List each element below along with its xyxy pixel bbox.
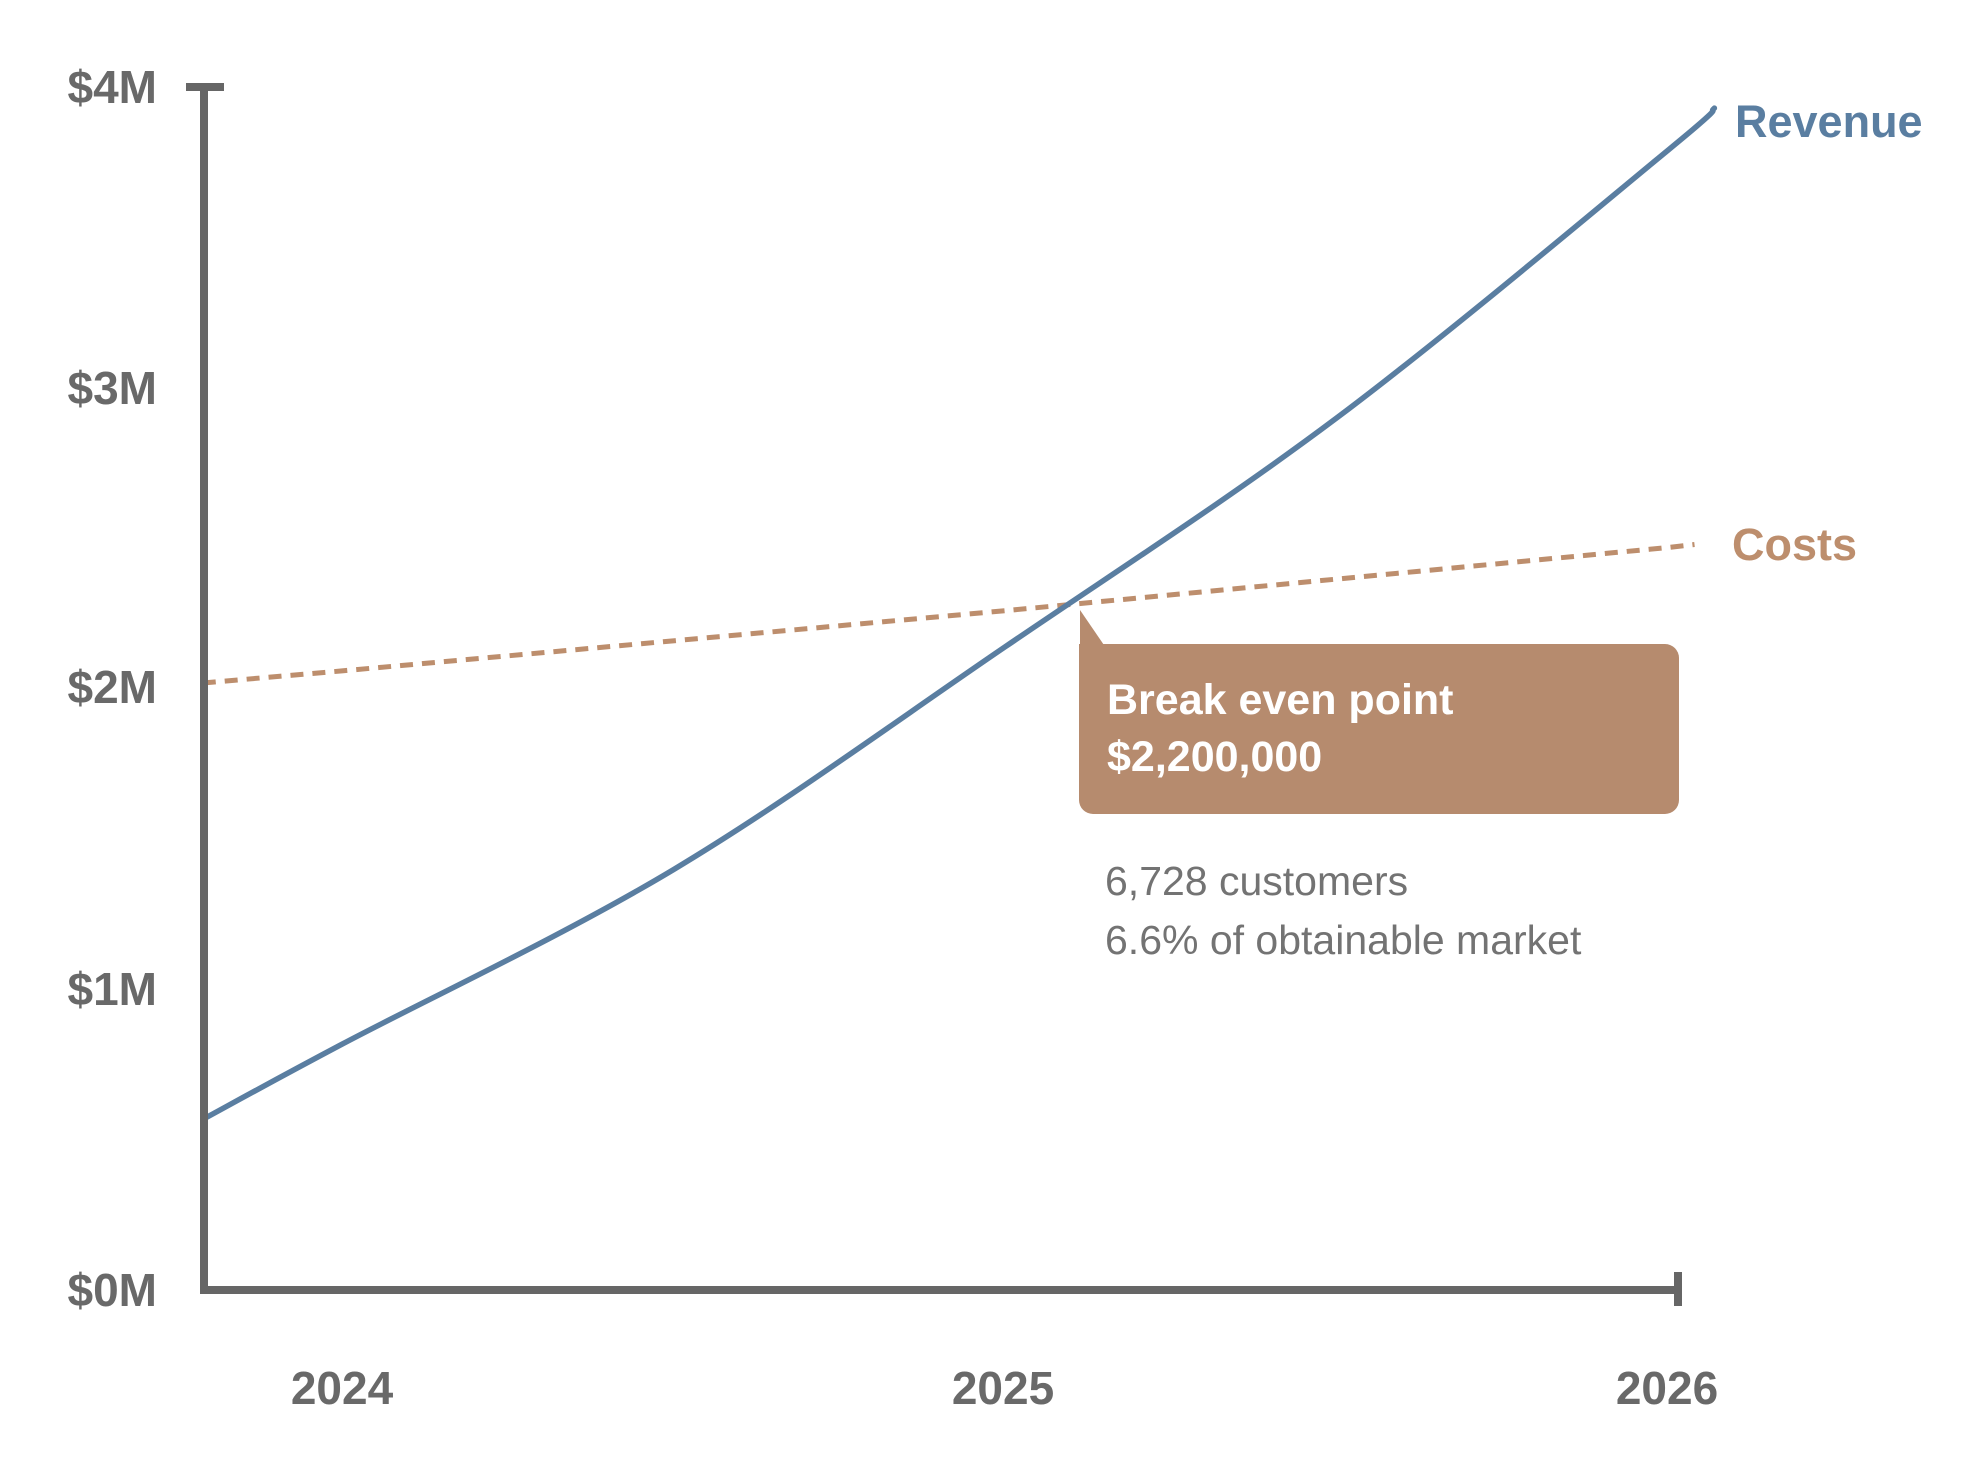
costs-series-label: Costs — [1732, 519, 1858, 570]
x-axis-label: 2025 — [951, 1362, 1055, 1414]
revenue-line — [200, 105, 1718, 1123]
callout-title: Break even point — [1107, 676, 1454, 724]
y-axis-label: $0M — [67, 1264, 157, 1316]
break-even-details: 6,728 customers 6.6% of obtainable marke… — [1105, 852, 1581, 970]
customers-detail: 6,728 customers — [1105, 858, 1409, 904]
revenue-series-label: Revenue — [1735, 96, 1923, 147]
market-share-detail: 6.6% of obtainable market — [1105, 917, 1582, 963]
callout-pointer — [1080, 610, 1106, 648]
break-even-callout: Break even point $2,200,000 — [1079, 644, 1679, 814]
y-axis-label: $2M — [67, 661, 157, 713]
x-axis-label: 2024 — [290, 1362, 394, 1414]
y-axis-label: $3M — [67, 362, 157, 414]
costs-line — [202, 542, 1695, 686]
x-axis-label: 2026 — [1615, 1362, 1719, 1414]
callout-value: $2,200,000 — [1107, 733, 1323, 781]
y-axis-label: $4M — [67, 61, 157, 113]
y-axis-label: $1M — [67, 963, 157, 1015]
